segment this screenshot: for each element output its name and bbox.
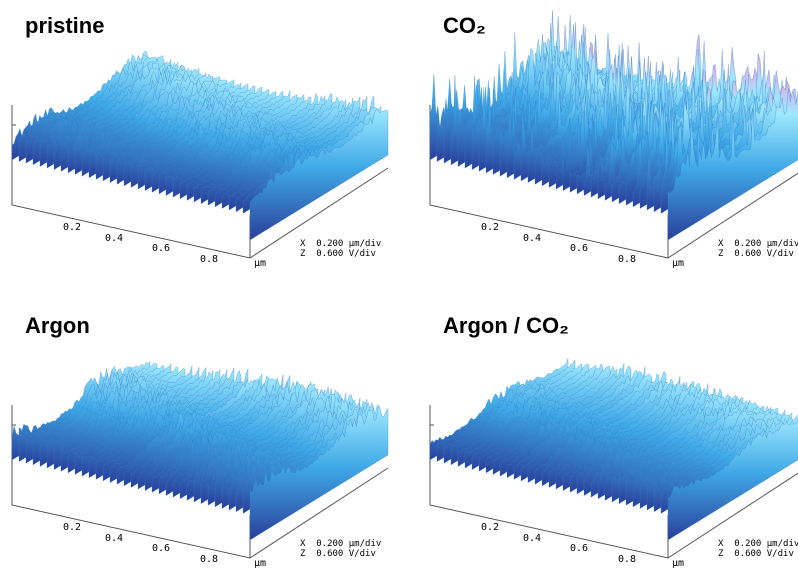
x-tick-label: 0.6 (570, 243, 588, 254)
x-tick-label: 0.2 (63, 222, 81, 233)
x-tick-label: 0.4 (523, 533, 541, 544)
panel-title: Argon (25, 313, 90, 338)
axis-frame (11, 105, 389, 259)
scale-text: Z 0.600 V/div (300, 549, 376, 559)
x-tick-label: 0.8 (618, 554, 636, 565)
surface-strip (667, 419, 798, 541)
axis-frame (429, 405, 798, 559)
scale-text: Z 0.600 V/div (300, 249, 376, 259)
x-tick-label: 0.2 (63, 522, 81, 533)
axis-frame (11, 405, 389, 559)
x-unit: µm (672, 558, 684, 569)
x-tick-label: 0.2 (481, 222, 499, 233)
x-tick-label: 0.8 (200, 554, 218, 565)
scale-text: X 0.200 µm/div (300, 539, 381, 549)
scale-text: Z 0.600 V/div (718, 249, 794, 259)
panel: Argon / CO₂ 0.2 0.4 0.6 0.8 µm X 0.200 µm/divZ… (429, 313, 798, 569)
x-tick-label: 0.6 (152, 243, 170, 254)
scale-text: X 0.200 µm/div (300, 239, 381, 249)
surface-strip (249, 109, 389, 241)
x-tick-label: 0.8 (618, 254, 636, 265)
panel-title: Argon / CO₂ (443, 313, 569, 338)
x-tick-label: 0.6 (570, 543, 588, 554)
panel-title: pristine (25, 13, 104, 38)
scale-text: Z 0.600 V/div (718, 549, 794, 559)
x-tick-label: 0.4 (105, 533, 123, 544)
x-tick-label: 0.6 (152, 543, 170, 554)
scale-text: X 0.200 µm/div (718, 539, 798, 549)
panel-title: CO₂ (443, 13, 486, 38)
surface-strip (667, 88, 798, 241)
x-tick-label: 0.2 (481, 522, 499, 533)
x-unit: µm (672, 258, 684, 269)
surface-strip (249, 407, 389, 541)
x-tick-label: 0.4 (523, 233, 541, 244)
scale-text: X 0.200 µm/div (718, 239, 798, 249)
x-tick-label: 0.8 (200, 254, 218, 265)
x-tick-label: 0.4 (105, 233, 123, 244)
x-unit: µm (254, 258, 266, 269)
x-unit: µm (254, 558, 266, 569)
